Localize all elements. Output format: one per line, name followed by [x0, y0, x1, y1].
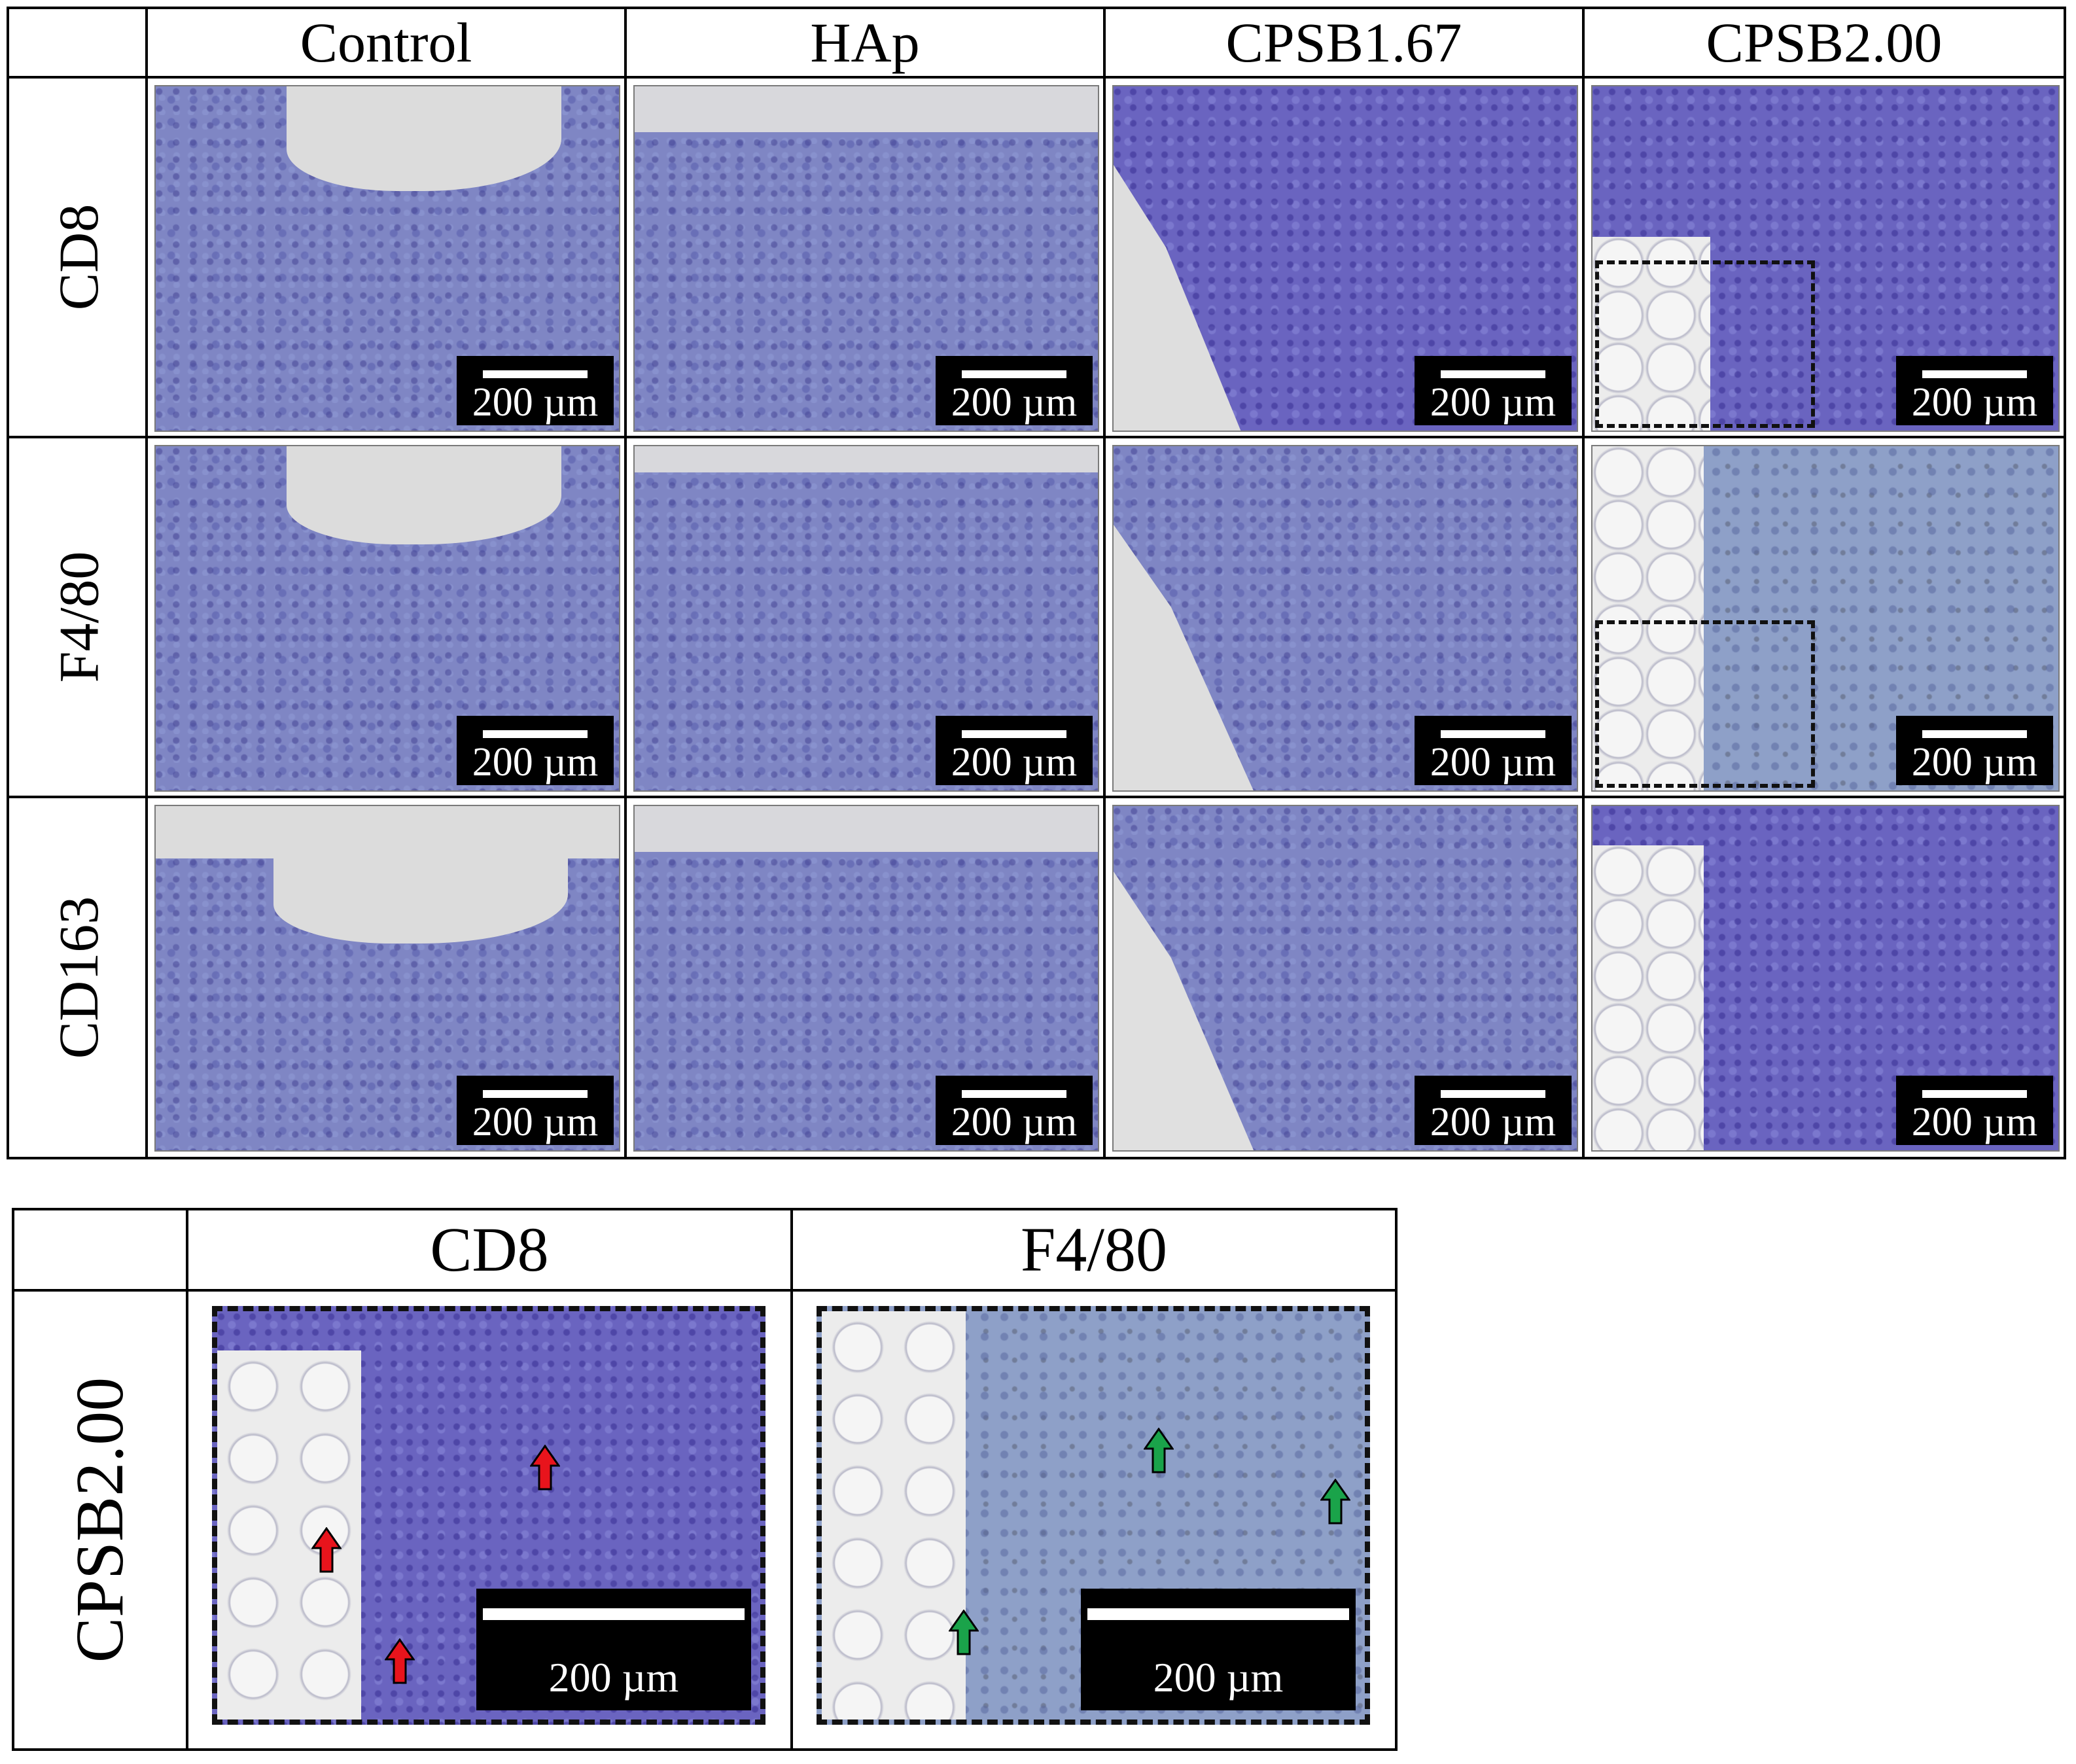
- row-header-f480: F4/80: [46, 551, 110, 683]
- zoom-region-box: [1595, 620, 1815, 788]
- green-arrow-icon: [949, 1610, 979, 1655]
- lumen-area: [635, 806, 1098, 852]
- grid-line: [9, 796, 2064, 798]
- lumen-area: [1114, 525, 1258, 790]
- scale-bar: 200 µm: [1415, 1076, 1572, 1145]
- micrograph-cd163-cpsb167: 200 µm: [1112, 805, 1578, 1152]
- grid-line: [145, 9, 148, 1157]
- row-header-cpsb200: CPSB2.00: [62, 1377, 138, 1663]
- zoom-region-box: [1595, 260, 1815, 428]
- scale-bar: 200 µm: [1415, 716, 1572, 785]
- zoom-micrograph-f480: 200 µm: [817, 1306, 1370, 1725]
- scale-bar: 200 µm: [936, 716, 1093, 785]
- lumen-area: [273, 845, 568, 944]
- adipocyte-area: [1592, 237, 1710, 431]
- bottom-figure-grid: CD8 F4/80 CPSB2.00 200 µm 200 µm: [12, 1208, 1398, 1751]
- adipocyte-area: [822, 1311, 966, 1720]
- lumen-area: [635, 86, 1098, 132]
- micrograph-cd8-cpsb200: 200 µm: [1591, 85, 2060, 432]
- adipocyte-area: [217, 1350, 361, 1720]
- scale-bar: 200 µm: [457, 716, 614, 785]
- red-arrow-icon: [530, 1445, 560, 1491]
- lumen-area: [1114, 165, 1244, 431]
- lumen-area: [287, 86, 561, 191]
- row-header-cd163: CD163: [47, 896, 110, 1059]
- scale-bar: 200 µm: [1896, 356, 2053, 425]
- row-header-cd8: CD8: [47, 203, 110, 311]
- scale-bar: 200 µm: [1896, 716, 2053, 785]
- column-header-cd8: CD8: [430, 1214, 549, 1284]
- grid-line: [9, 76, 2064, 79]
- micrograph-f480-hap: 200 µm: [633, 445, 1099, 792]
- adipocyte-area: [1592, 845, 1704, 1150]
- green-arrow-icon: [1320, 1479, 1350, 1525]
- scale-bar: 200 µm: [476, 1589, 751, 1710]
- micrograph-cd163-cpsb200: 200 µm: [1591, 805, 2060, 1152]
- scale-bar: 200 µm: [936, 1076, 1093, 1145]
- micrograph-f480-cpsb167: 200 µm: [1112, 445, 1578, 792]
- grid-line: [9, 436, 2064, 438]
- column-header-hap: HAp: [810, 11, 920, 74]
- grid-line: [186, 1210, 188, 1748]
- scale-bar: 200 µm: [457, 356, 614, 425]
- lumen-area: [635, 446, 1098, 472]
- grid-line: [1103, 9, 1106, 1157]
- red-arrow-icon: [311, 1527, 342, 1573]
- scale-bar: 200 µm: [1415, 356, 1572, 425]
- red-arrow-icon: [385, 1638, 415, 1684]
- lumen-area: [287, 446, 561, 544]
- scale-bar: 200 µm: [1081, 1589, 1356, 1710]
- green-arrow-icon: [1144, 1428, 1174, 1473]
- micrograph-cd163-control: 200 µm: [154, 805, 620, 1152]
- micrograph-cd163-hap: 200 µm: [633, 805, 1099, 1152]
- grid-line: [14, 1289, 1395, 1292]
- scale-bar: 200 µm: [936, 356, 1093, 425]
- column-header-cpsb200: CPSB2.00: [1706, 11, 1943, 74]
- column-header-f480: F4/80: [1020, 1214, 1168, 1284]
- column-header-control: Control: [300, 11, 472, 74]
- micrograph-cd8-hap: 200 µm: [633, 85, 1099, 432]
- scale-bar: 200 µm: [457, 1076, 614, 1145]
- micrograph-f480-cpsb200: 200 µm: [1591, 445, 2060, 792]
- zoom-micrograph-cd8: 200 µm: [212, 1306, 765, 1725]
- grid-line: [1582, 9, 1585, 1157]
- micrograph-cd8-cpsb167: 200 µm: [1112, 85, 1578, 432]
- grid-line: [624, 9, 627, 1157]
- grid-line: [790, 1210, 793, 1748]
- micrograph-cd8-control: 200 µm: [154, 85, 620, 432]
- micrograph-f480-control: 200 µm: [154, 445, 620, 792]
- column-header-cpsb167: CPSB1.67: [1225, 11, 1462, 74]
- lumen-area: [1114, 872, 1258, 1150]
- top-figure-grid: Control HAp CPSB1.67 CPSB2.00 CD8 F4/80 …: [7, 7, 2066, 1159]
- scale-bar: 200 µm: [1896, 1076, 2053, 1145]
- adipocyte-area: [1592, 446, 1704, 790]
